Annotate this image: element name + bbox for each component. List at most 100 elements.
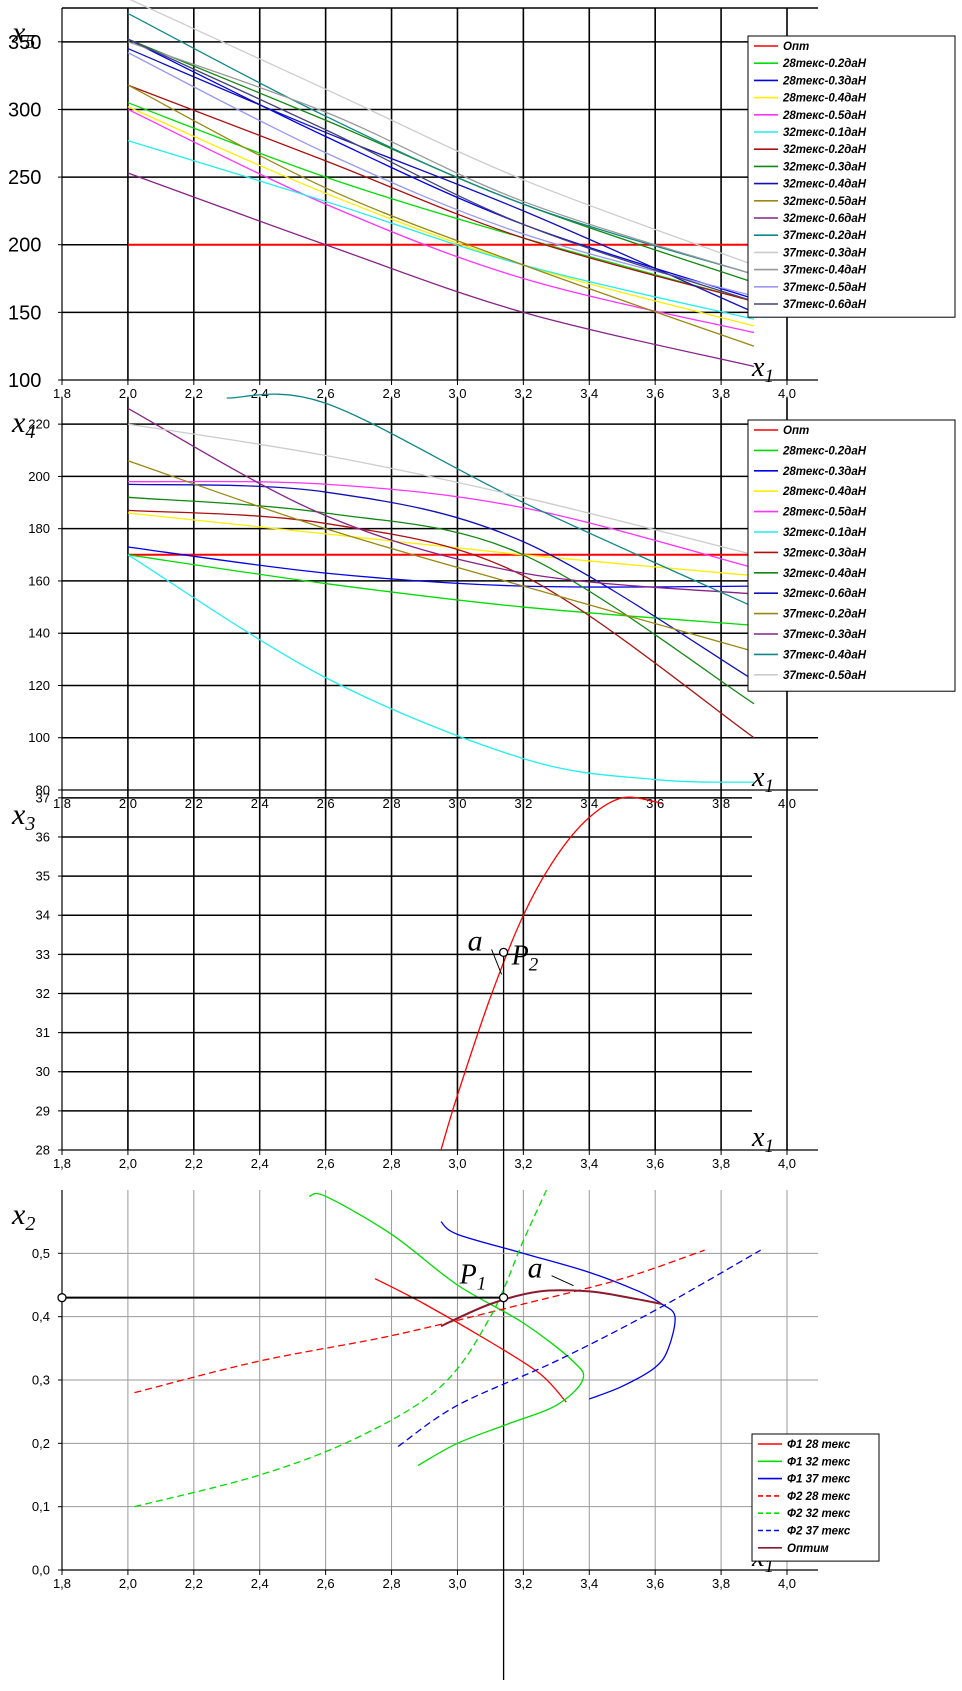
legend-entry: Ф2 32 текс bbox=[787, 1508, 851, 1520]
legend-entry: 32текс-0.4даН bbox=[783, 568, 867, 580]
legend-entry: 28текс-0.5даН bbox=[782, 507, 867, 519]
y-tick-label: 0,2 bbox=[32, 1436, 50, 1451]
series-line-4 bbox=[127, 108, 755, 334]
y-axis-label: x5 bbox=[11, 16, 35, 53]
x-tick-label: 2,2 bbox=[185, 1576, 203, 1591]
series-line-15 bbox=[127, 38, 755, 303]
y-tick-label: 100 bbox=[8, 370, 41, 392]
y-tick-label: 220 bbox=[28, 417, 50, 432]
annotation-leader bbox=[491, 949, 503, 975]
x-axis-label: x1 bbox=[751, 352, 774, 387]
x-tick-label: 2,4 bbox=[251, 1576, 269, 1591]
y-tick-label: 200 bbox=[8, 235, 41, 257]
y-tick-label: 34 bbox=[36, 908, 50, 923]
point-marker-p1 bbox=[498, 1293, 509, 1303]
series-line-14 bbox=[127, 52, 755, 297]
series-line-11 bbox=[226, 393, 755, 608]
legend-box bbox=[751, 1433, 880, 1562]
x-axis-label: x1 bbox=[751, 762, 774, 797]
series-line-12 bbox=[127, 423, 755, 556]
y-tick-label: 0,5 bbox=[32, 1246, 50, 1261]
y-axis-label: x4 bbox=[11, 406, 35, 443]
legend-entry: 28текс-0.4даН bbox=[782, 486, 867, 498]
legend-entry: 37текс-0.4даН bbox=[783, 265, 867, 277]
series-line-3 bbox=[134, 1249, 705, 1394]
x-tick-label: 2,0 bbox=[119, 1156, 137, 1171]
y-tick-label: 29 bbox=[36, 1103, 50, 1118]
series-line-10 bbox=[127, 172, 755, 368]
legend-entry: 28текс-0.2даН bbox=[782, 58, 867, 70]
y-tick-label: 200 bbox=[28, 469, 50, 484]
series-line-6 bbox=[127, 84, 755, 303]
legend-entry: Ф2 28 текс bbox=[787, 1491, 851, 1503]
x-tick-label: 2,8 bbox=[383, 1576, 401, 1591]
legend-entry: Опт bbox=[783, 425, 809, 437]
y-tick-label: 36 bbox=[36, 829, 50, 844]
series-line-10 bbox=[127, 407, 755, 595]
x-tick-label: 3,8 bbox=[712, 1156, 730, 1171]
series-line-4 bbox=[134, 1189, 548, 1508]
x-tick-label: 3,8 bbox=[712, 1576, 730, 1591]
x3-chart-panel: 1,8 2,0 2,2 2,4 2,6 2,8 3,0 3,2 3,4 3,6 3,8 4,0 28 29… bbox=[11, 790, 818, 1680]
x5-chart-panel: 1,8 2,0 2,2 2,4 2,6 2,8 3,0 3,2 3,4 3,6 3,8 4,0 100 1… bbox=[8, 0, 956, 401]
series-line-5 bbox=[127, 554, 755, 783]
series-line-8 bbox=[127, 47, 755, 313]
y-tick-label: 30 bbox=[36, 1064, 50, 1079]
x-tick-label: 3,4 bbox=[580, 386, 598, 401]
y-tick-label: 100 bbox=[28, 730, 50, 745]
x-tick-label: 4,0 bbox=[778, 1156, 796, 1171]
x-tick-label: 2,0 bbox=[119, 1576, 137, 1591]
legend-entry: 28текс-0.3даН bbox=[782, 75, 867, 87]
y-tick-label: 0,1 bbox=[32, 1499, 50, 1514]
y-tick-label: 250 bbox=[8, 167, 41, 189]
x-tick-label: 3,6 bbox=[646, 386, 664, 401]
series-line-12 bbox=[129, 0, 755, 266]
y-tick-label: 33 bbox=[36, 947, 50, 962]
series-line-5 bbox=[397, 1249, 761, 1448]
legend-entry: Ф2 37 текс bbox=[787, 1526, 851, 1538]
series-line-3 bbox=[127, 106, 755, 327]
legend-entry: 37текс-0.5даН bbox=[783, 670, 867, 682]
y-tick-label: 28 bbox=[36, 1143, 50, 1158]
y-tick-label: 120 bbox=[28, 678, 50, 693]
x-tick-label: 3,4 bbox=[580, 1576, 598, 1591]
legend-entry: 32текс-0.2даН bbox=[783, 144, 867, 156]
x-tick-label: 2,2 bbox=[185, 386, 203, 401]
legend-entry: 32текс-0.6даН bbox=[783, 588, 867, 600]
legend-entry: Опт bbox=[783, 41, 809, 53]
x4-chart-panel: 1,8 2,0 2,2 2,4 2,6 2,8 3,0 3,2 3,4 3,6 3,8 4,08010… bbox=[11, 393, 956, 811]
legend-box bbox=[747, 419, 956, 692]
y-axis-label: x3 bbox=[11, 798, 35, 835]
x-tick-label: 2,6 bbox=[317, 1576, 335, 1591]
series-line-9 bbox=[127, 460, 755, 653]
curve-label-a: a bbox=[468, 924, 483, 957]
y-tick-label: 0,3 bbox=[32, 1373, 50, 1388]
annotation-leader bbox=[551, 1275, 574, 1287]
x-tick-label: 1,8 bbox=[53, 386, 71, 401]
point-label-p1: P1 bbox=[459, 1260, 487, 1295]
x-tick-label: 4,0 bbox=[778, 1576, 796, 1591]
legend-entry: Ф1 37 текс bbox=[787, 1474, 851, 1486]
series-line-1 bbox=[308, 1192, 585, 1467]
y-tick-label: 140 bbox=[28, 626, 50, 641]
legend-entry: 37текс-0.3даН bbox=[783, 629, 867, 641]
x-axis-label: x1 bbox=[751, 1122, 774, 1157]
series-line-4 bbox=[127, 480, 755, 569]
legend-entry: 32текс-0.5даН bbox=[783, 196, 867, 208]
legend-entry: 37текс-0.4даН bbox=[783, 649, 867, 661]
legend-entry: 32текс-0.3даН bbox=[783, 161, 867, 173]
series-line-5 bbox=[127, 139, 755, 320]
x-tick-label: 2,4 bbox=[251, 1156, 269, 1171]
series-line-0 bbox=[374, 1278, 567, 1403]
y-tick-label: 32 bbox=[36, 986, 50, 1001]
legend-entry: Ф1 28 текс bbox=[787, 1439, 851, 1451]
legend-entry: 37текс-0.6даН bbox=[783, 299, 867, 311]
legend-entry: 37текс-0.2даН bbox=[783, 609, 867, 621]
legend-entry: 37текс-0.5даН bbox=[783, 282, 867, 294]
x-tick-label: 3,4 bbox=[580, 1156, 598, 1171]
series-line-11 bbox=[127, 12, 755, 276]
x-tick-label: 2,8 bbox=[383, 1156, 401, 1171]
legend-entry: 28текс-0.4даН bbox=[782, 93, 867, 105]
legend-entry: 37текс-0.2даН bbox=[783, 230, 867, 242]
x-tick-label: 2,2 bbox=[185, 1156, 203, 1171]
